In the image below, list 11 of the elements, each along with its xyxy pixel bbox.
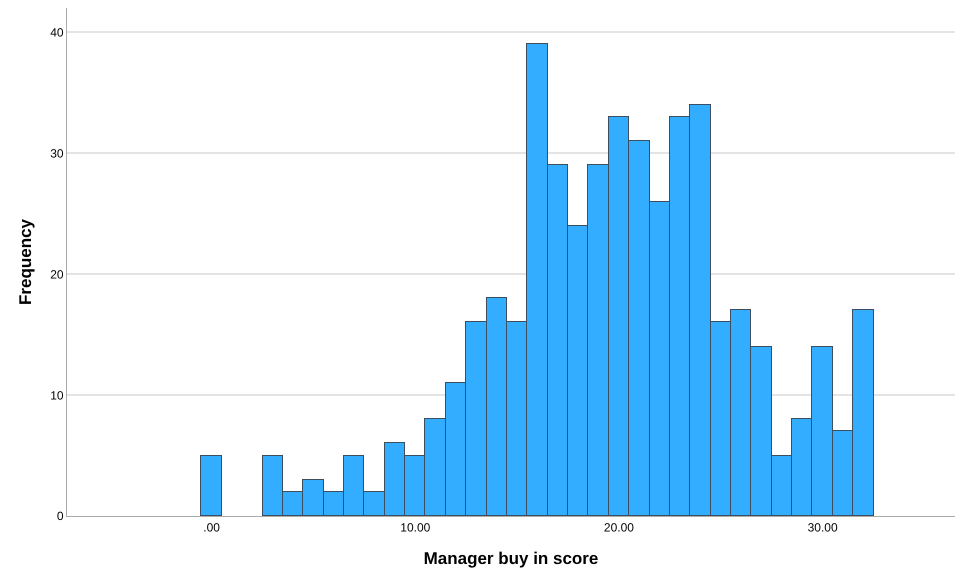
x-tick-label: 20.00 — [604, 520, 634, 534]
y-tick-label: 0 — [56, 509, 64, 524]
x-tick-label: 30.00 — [808, 520, 838, 534]
x-tick-label: .00 — [203, 520, 220, 534]
y-tick-label: 10 — [50, 388, 64, 402]
y-tick-label: 40 — [50, 25, 64, 40]
y-axis-title: Frequency — [16, 218, 35, 305]
x-tick-label: 10.00 — [400, 520, 431, 534]
y-tick-label: 20 — [50, 267, 64, 282]
x-axis-title: Manager buy in score — [424, 548, 598, 568]
y-tick-label: 30 — [50, 146, 64, 160]
